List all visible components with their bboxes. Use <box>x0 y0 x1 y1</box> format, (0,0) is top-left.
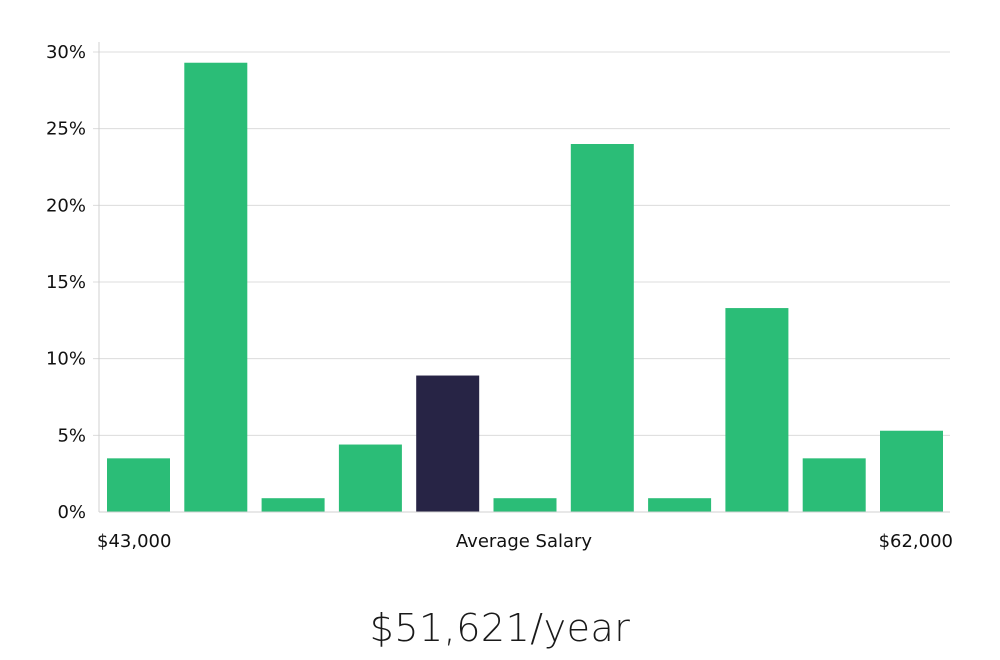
bar <box>338 444 402 512</box>
bar <box>184 62 248 512</box>
bar <box>493 498 557 512</box>
y-tick-label: 25% <box>46 119 86 140</box>
x-max-label: $62,000 <box>879 531 953 552</box>
bar <box>802 458 866 512</box>
y-tick-label: 0% <box>57 502 86 523</box>
salary-distribution-chart: 0% 5% 10% 15% 20% 25% 30% $43,000 Average Sala… <box>46 42 953 552</box>
y-tick-label: 30% <box>46 42 86 63</box>
bar-highlighted <box>416 375 480 512</box>
y-tick-label: 15% <box>46 272 86 293</box>
x-min-label: $43,000 <box>97 531 171 552</box>
bars <box>107 62 943 512</box>
bar <box>725 308 789 512</box>
bar <box>880 430 943 512</box>
y-tick-label: 5% <box>57 425 86 446</box>
bar <box>570 144 634 512</box>
bar <box>261 498 325 512</box>
bar <box>648 498 712 512</box>
y-tick-label: 10% <box>46 349 86 370</box>
x-axis-title: Average Salary <box>456 531 593 552</box>
y-axis-ticks: 0% 5% 10% 15% 20% 25% 30% <box>46 42 86 523</box>
bar <box>107 458 170 512</box>
y-tick-label: 20% <box>46 195 86 216</box>
average-salary-value: $51,621/year <box>369 606 631 650</box>
